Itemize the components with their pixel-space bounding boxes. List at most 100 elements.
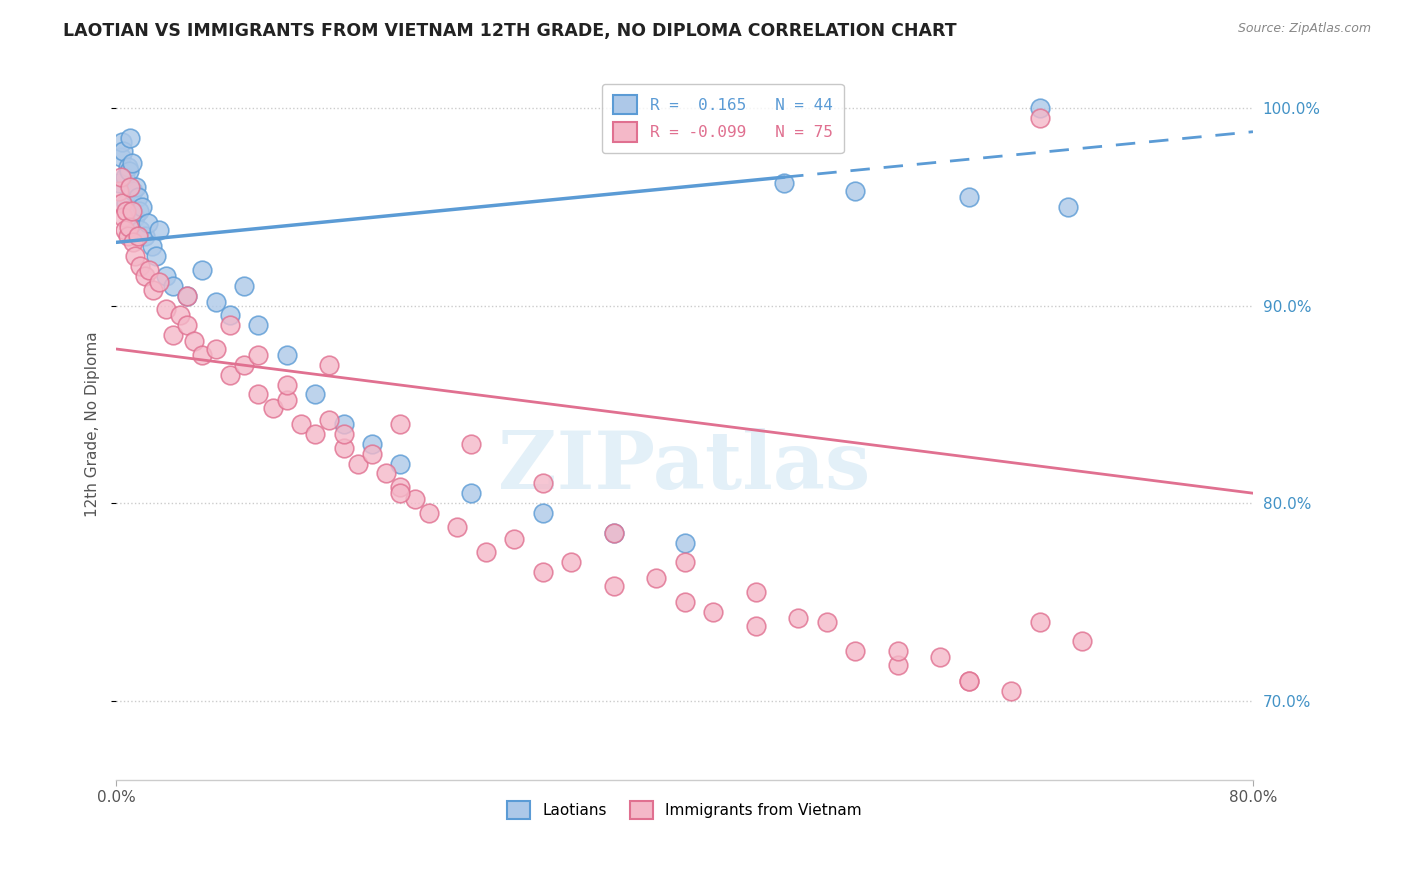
Point <box>118 164 141 178</box>
Point <box>702 605 724 619</box>
Point <box>276 377 298 392</box>
Point <box>115 195 138 210</box>
Point <box>602 525 624 540</box>
Point <box>138 263 160 277</box>
Point <box>118 219 141 234</box>
Point <box>290 417 312 431</box>
Point <box>120 130 142 145</box>
Point <box>121 203 143 218</box>
Point <box>141 239 163 253</box>
Point <box>117 161 139 175</box>
Point <box>148 223 170 237</box>
Point <box>120 180 142 194</box>
Point <box>108 176 131 190</box>
Point <box>1071 634 1094 648</box>
Point <box>176 288 198 302</box>
Point <box>1029 111 1052 125</box>
Point <box>115 203 138 218</box>
Text: ZIPatlas: ZIPatlas <box>499 428 870 506</box>
Point <box>1000 683 1022 698</box>
Point <box>122 184 145 198</box>
Point <box>183 334 205 348</box>
Point <box>460 437 482 451</box>
Point <box>142 283 165 297</box>
Point <box>844 644 866 658</box>
Point <box>134 268 156 283</box>
Point <box>134 229 156 244</box>
Y-axis label: 12th Grade, No Diploma: 12th Grade, No Diploma <box>86 331 100 516</box>
Point <box>460 486 482 500</box>
Point <box>262 401 284 416</box>
Point <box>155 302 177 317</box>
Point <box>155 268 177 283</box>
Text: Source: ZipAtlas.com: Source: ZipAtlas.com <box>1237 22 1371 36</box>
Point <box>111 135 134 149</box>
Point <box>929 650 952 665</box>
Point <box>162 278 184 293</box>
Point <box>128 203 150 218</box>
Point <box>112 210 135 224</box>
Point <box>108 184 131 198</box>
Point <box>957 190 980 204</box>
Point <box>114 223 136 237</box>
Point <box>111 195 134 210</box>
Point <box>136 216 159 230</box>
Point <box>162 328 184 343</box>
Point <box>645 571 668 585</box>
Point <box>219 318 242 333</box>
Point <box>110 170 132 185</box>
Point <box>204 294 226 309</box>
Point <box>148 275 170 289</box>
Point <box>124 210 146 224</box>
Point <box>602 525 624 540</box>
Point <box>389 486 412 500</box>
Point <box>673 595 696 609</box>
Point <box>233 358 256 372</box>
Point <box>744 585 766 599</box>
Point <box>560 555 582 569</box>
Point <box>204 342 226 356</box>
Point <box>957 673 980 688</box>
Point <box>361 437 384 451</box>
Point <box>247 387 270 401</box>
Text: LAOTIAN VS IMMIGRANTS FROM VIETNAM 12TH GRADE, NO DIPLOMA CORRELATION CHART: LAOTIAN VS IMMIGRANTS FROM VIETNAM 12TH … <box>63 22 957 40</box>
Point <box>304 387 326 401</box>
Point <box>673 535 696 549</box>
Point <box>129 223 152 237</box>
Point <box>844 184 866 198</box>
Point <box>1029 101 1052 115</box>
Point <box>318 358 340 372</box>
Point <box>346 457 368 471</box>
Point <box>1029 615 1052 629</box>
Point <box>121 156 143 170</box>
Point <box>531 506 554 520</box>
Point <box>190 263 212 277</box>
Point <box>247 318 270 333</box>
Point <box>233 278 256 293</box>
Point <box>602 579 624 593</box>
Point <box>125 180 148 194</box>
Point <box>815 615 838 629</box>
Point <box>389 417 412 431</box>
Point <box>361 447 384 461</box>
Point <box>276 393 298 408</box>
Point <box>531 565 554 579</box>
Point <box>112 145 135 159</box>
Point <box>145 249 167 263</box>
Point <box>474 545 496 559</box>
Point <box>389 457 412 471</box>
Point <box>176 318 198 333</box>
Point <box>375 467 398 481</box>
Point <box>332 426 354 441</box>
Point <box>531 476 554 491</box>
Point <box>304 426 326 441</box>
Point <box>219 368 242 382</box>
Point <box>276 348 298 362</box>
Point <box>1057 200 1080 214</box>
Point <box>957 673 980 688</box>
Point <box>503 532 526 546</box>
Legend: Laotians, Immigrants from Vietnam: Laotians, Immigrants from Vietnam <box>502 795 868 825</box>
Point <box>418 506 440 520</box>
Point <box>332 417 354 431</box>
Point <box>887 644 910 658</box>
